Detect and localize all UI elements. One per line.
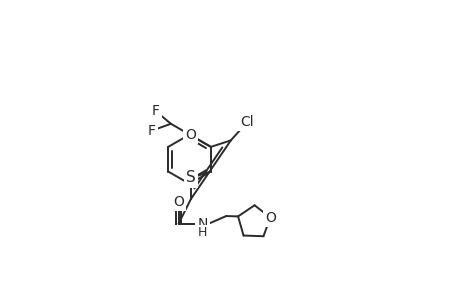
- Text: H: H: [197, 226, 207, 239]
- Text: N: N: [197, 217, 207, 231]
- Text: Cl: Cl: [240, 115, 253, 129]
- Text: F: F: [148, 124, 156, 138]
- Text: N: N: [197, 217, 207, 231]
- Text: O: O: [185, 128, 196, 142]
- Text: S: S: [186, 170, 196, 185]
- Text: F: F: [151, 104, 159, 118]
- Text: O: O: [264, 211, 275, 224]
- Text: O: O: [264, 211, 275, 224]
- Text: Cl: Cl: [240, 115, 253, 129]
- Text: F: F: [148, 124, 156, 138]
- Text: H: H: [197, 226, 207, 239]
- Text: S: S: [186, 170, 196, 185]
- Text: O: O: [185, 128, 196, 142]
- Text: O: O: [173, 195, 184, 209]
- Text: O: O: [173, 195, 184, 209]
- Text: F: F: [151, 104, 159, 118]
